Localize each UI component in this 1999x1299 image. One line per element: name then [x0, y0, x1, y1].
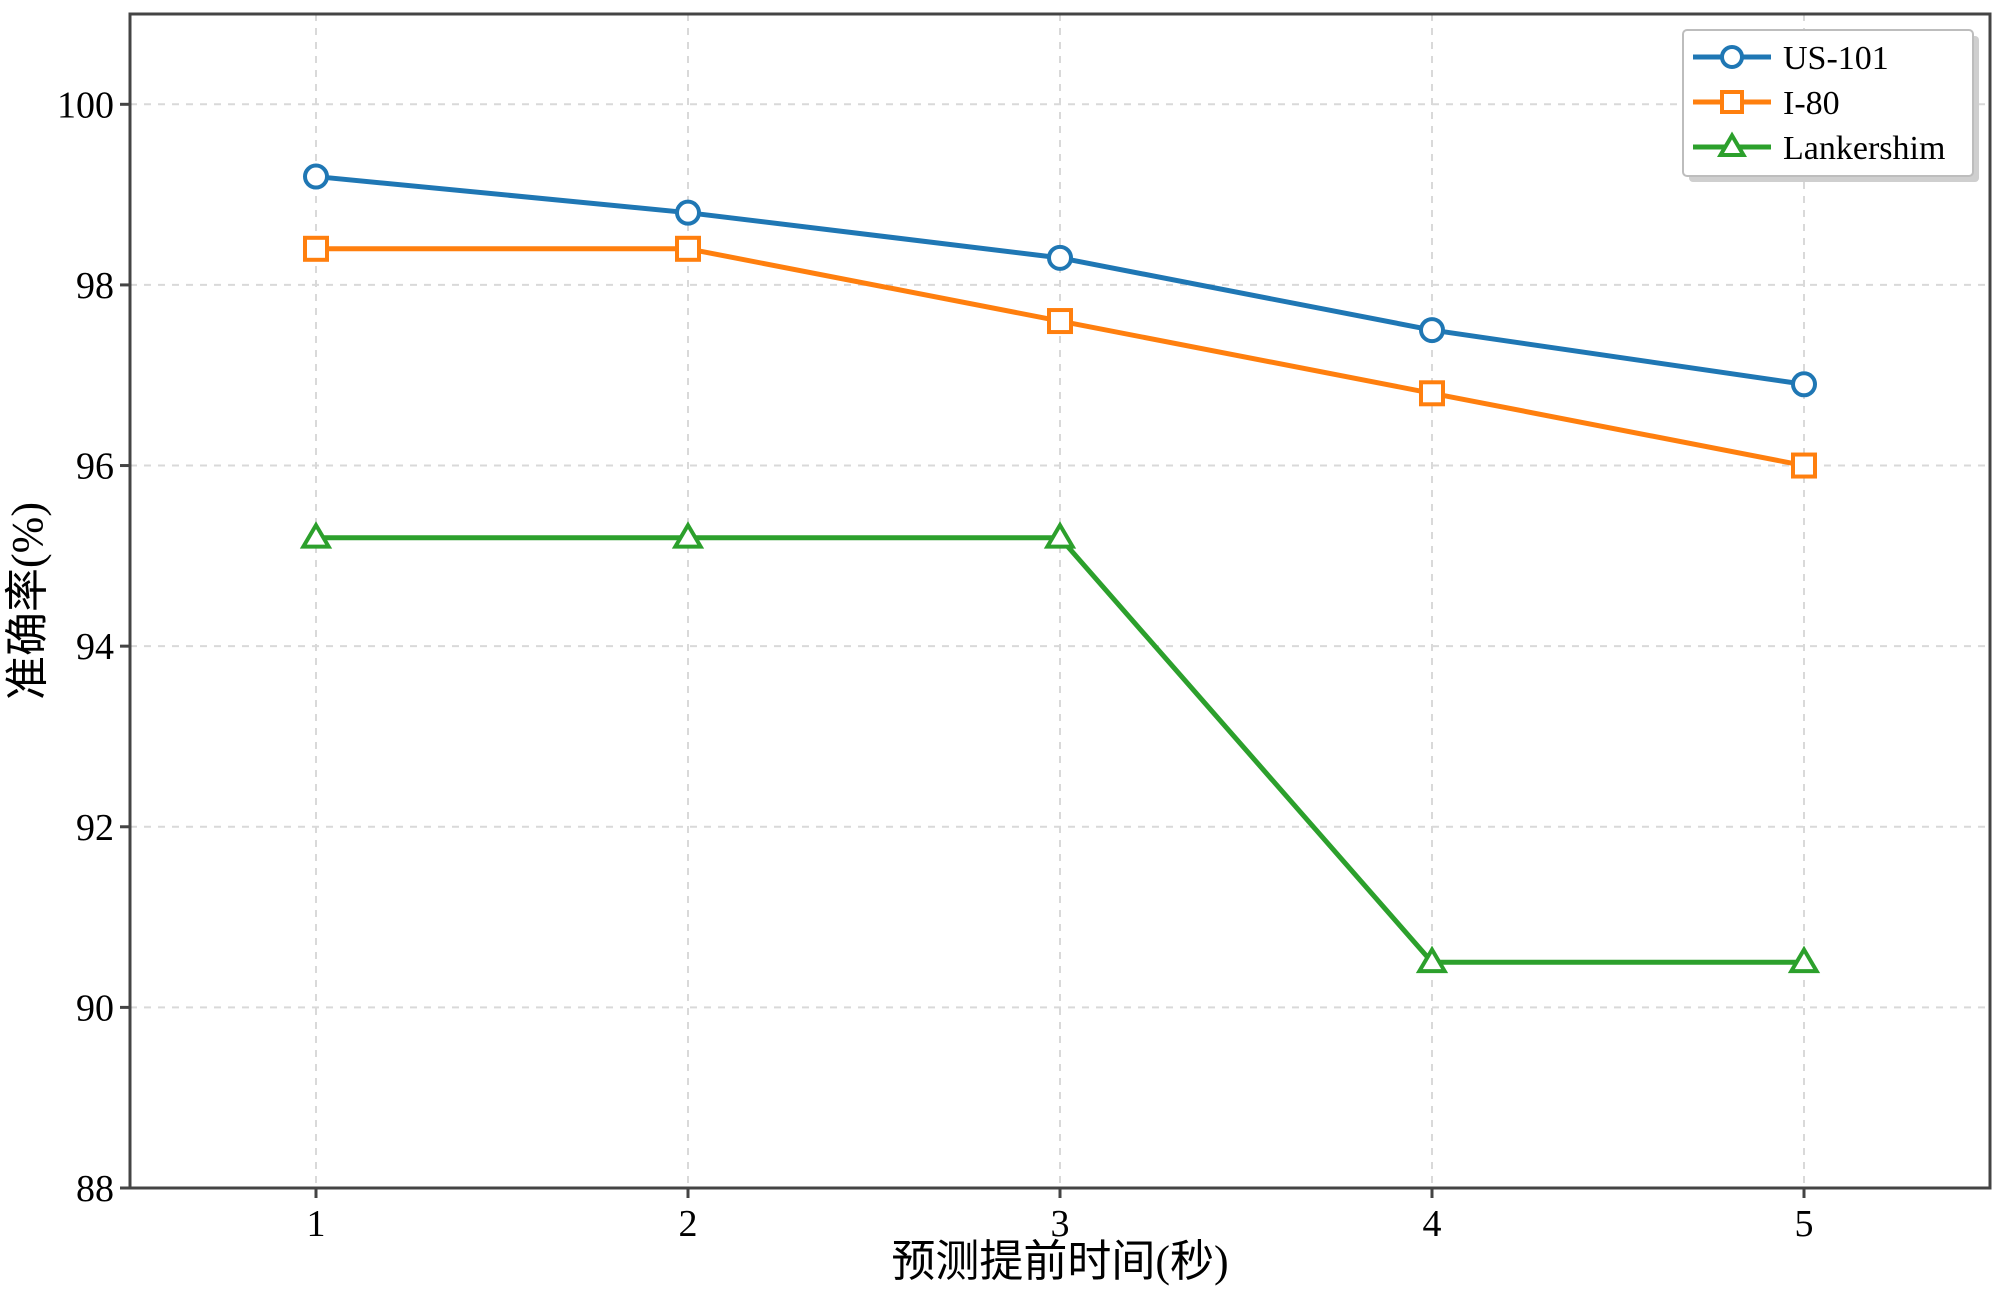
data-point-lankershim — [1043, 521, 1077, 549]
legend-entry-us-101: US-101 — [1693, 40, 1889, 77]
data-point-lankershim — [671, 521, 705, 549]
y-tick-label: 92 — [76, 807, 114, 849]
x-tick-label: 5 — [1795, 1203, 1814, 1245]
y-tick-label: 90 — [76, 987, 114, 1029]
y-axis-title: 准确率(%) — [3, 502, 52, 700]
series-us-101 — [303, 163, 1817, 398]
data-point-i-80 — [303, 235, 329, 262]
data-point-us-101 — [675, 199, 701, 226]
x-tick-label: 2 — [679, 1203, 698, 1245]
data-point-us-101 — [303, 163, 329, 190]
legend-entry-i-80: I-80 — [1693, 85, 1840, 122]
y-tick-label: 98 — [76, 265, 114, 307]
legend-label-us-101: US-101 — [1783, 40, 1889, 77]
legend-marker-us-101 — [1720, 45, 1744, 69]
data-point-us-101 — [1791, 371, 1817, 398]
y-tick-label: 88 — [76, 1168, 114, 1210]
data-point-i-80 — [1791, 452, 1817, 479]
legend-box — [1682, 29, 1974, 177]
data-point-us-101 — [1047, 244, 1073, 271]
legend: US-101 I-80 Lankershim — [1682, 29, 1979, 182]
series-layer — [299, 163, 1821, 974]
data-point-lankershim — [1787, 945, 1821, 974]
legend-marker-i-80 — [1720, 90, 1744, 114]
series-i-80 — [303, 235, 1817, 479]
x-tick-label: 4 — [1423, 1203, 1442, 1245]
data-point-us-101 — [1419, 317, 1445, 344]
data-point-lankershim — [1415, 945, 1449, 974]
x-tick-label: 1 — [307, 1203, 326, 1245]
axis-ticks: 88 90 92 94 96 98 100 1 2 3 4 5 — [57, 84, 1814, 1245]
data-point-i-80 — [1419, 380, 1445, 407]
legend-marker-lankershim — [1717, 131, 1747, 158]
data-point-lankershim — [299, 521, 333, 549]
legend-label-lankershim: Lankershim — [1783, 130, 1945, 167]
data-point-i-80 — [675, 235, 701, 262]
data-point-i-80 — [1047, 308, 1073, 335]
legend-label-i-80: I-80 — [1783, 85, 1840, 122]
y-tick-label: 94 — [76, 626, 114, 668]
legend-entry-lankershim: Lankershim — [1693, 130, 1945, 167]
y-tick-label: 96 — [76, 446, 114, 488]
series-lankershim — [299, 521, 1821, 974]
grid — [130, 14, 1990, 1189]
x-axis-title: 预测提前时间(秒) — [891, 1237, 1228, 1286]
y-tick-label: 100 — [57, 84, 114, 126]
x-tick-label: 3 — [1051, 1203, 1070, 1245]
